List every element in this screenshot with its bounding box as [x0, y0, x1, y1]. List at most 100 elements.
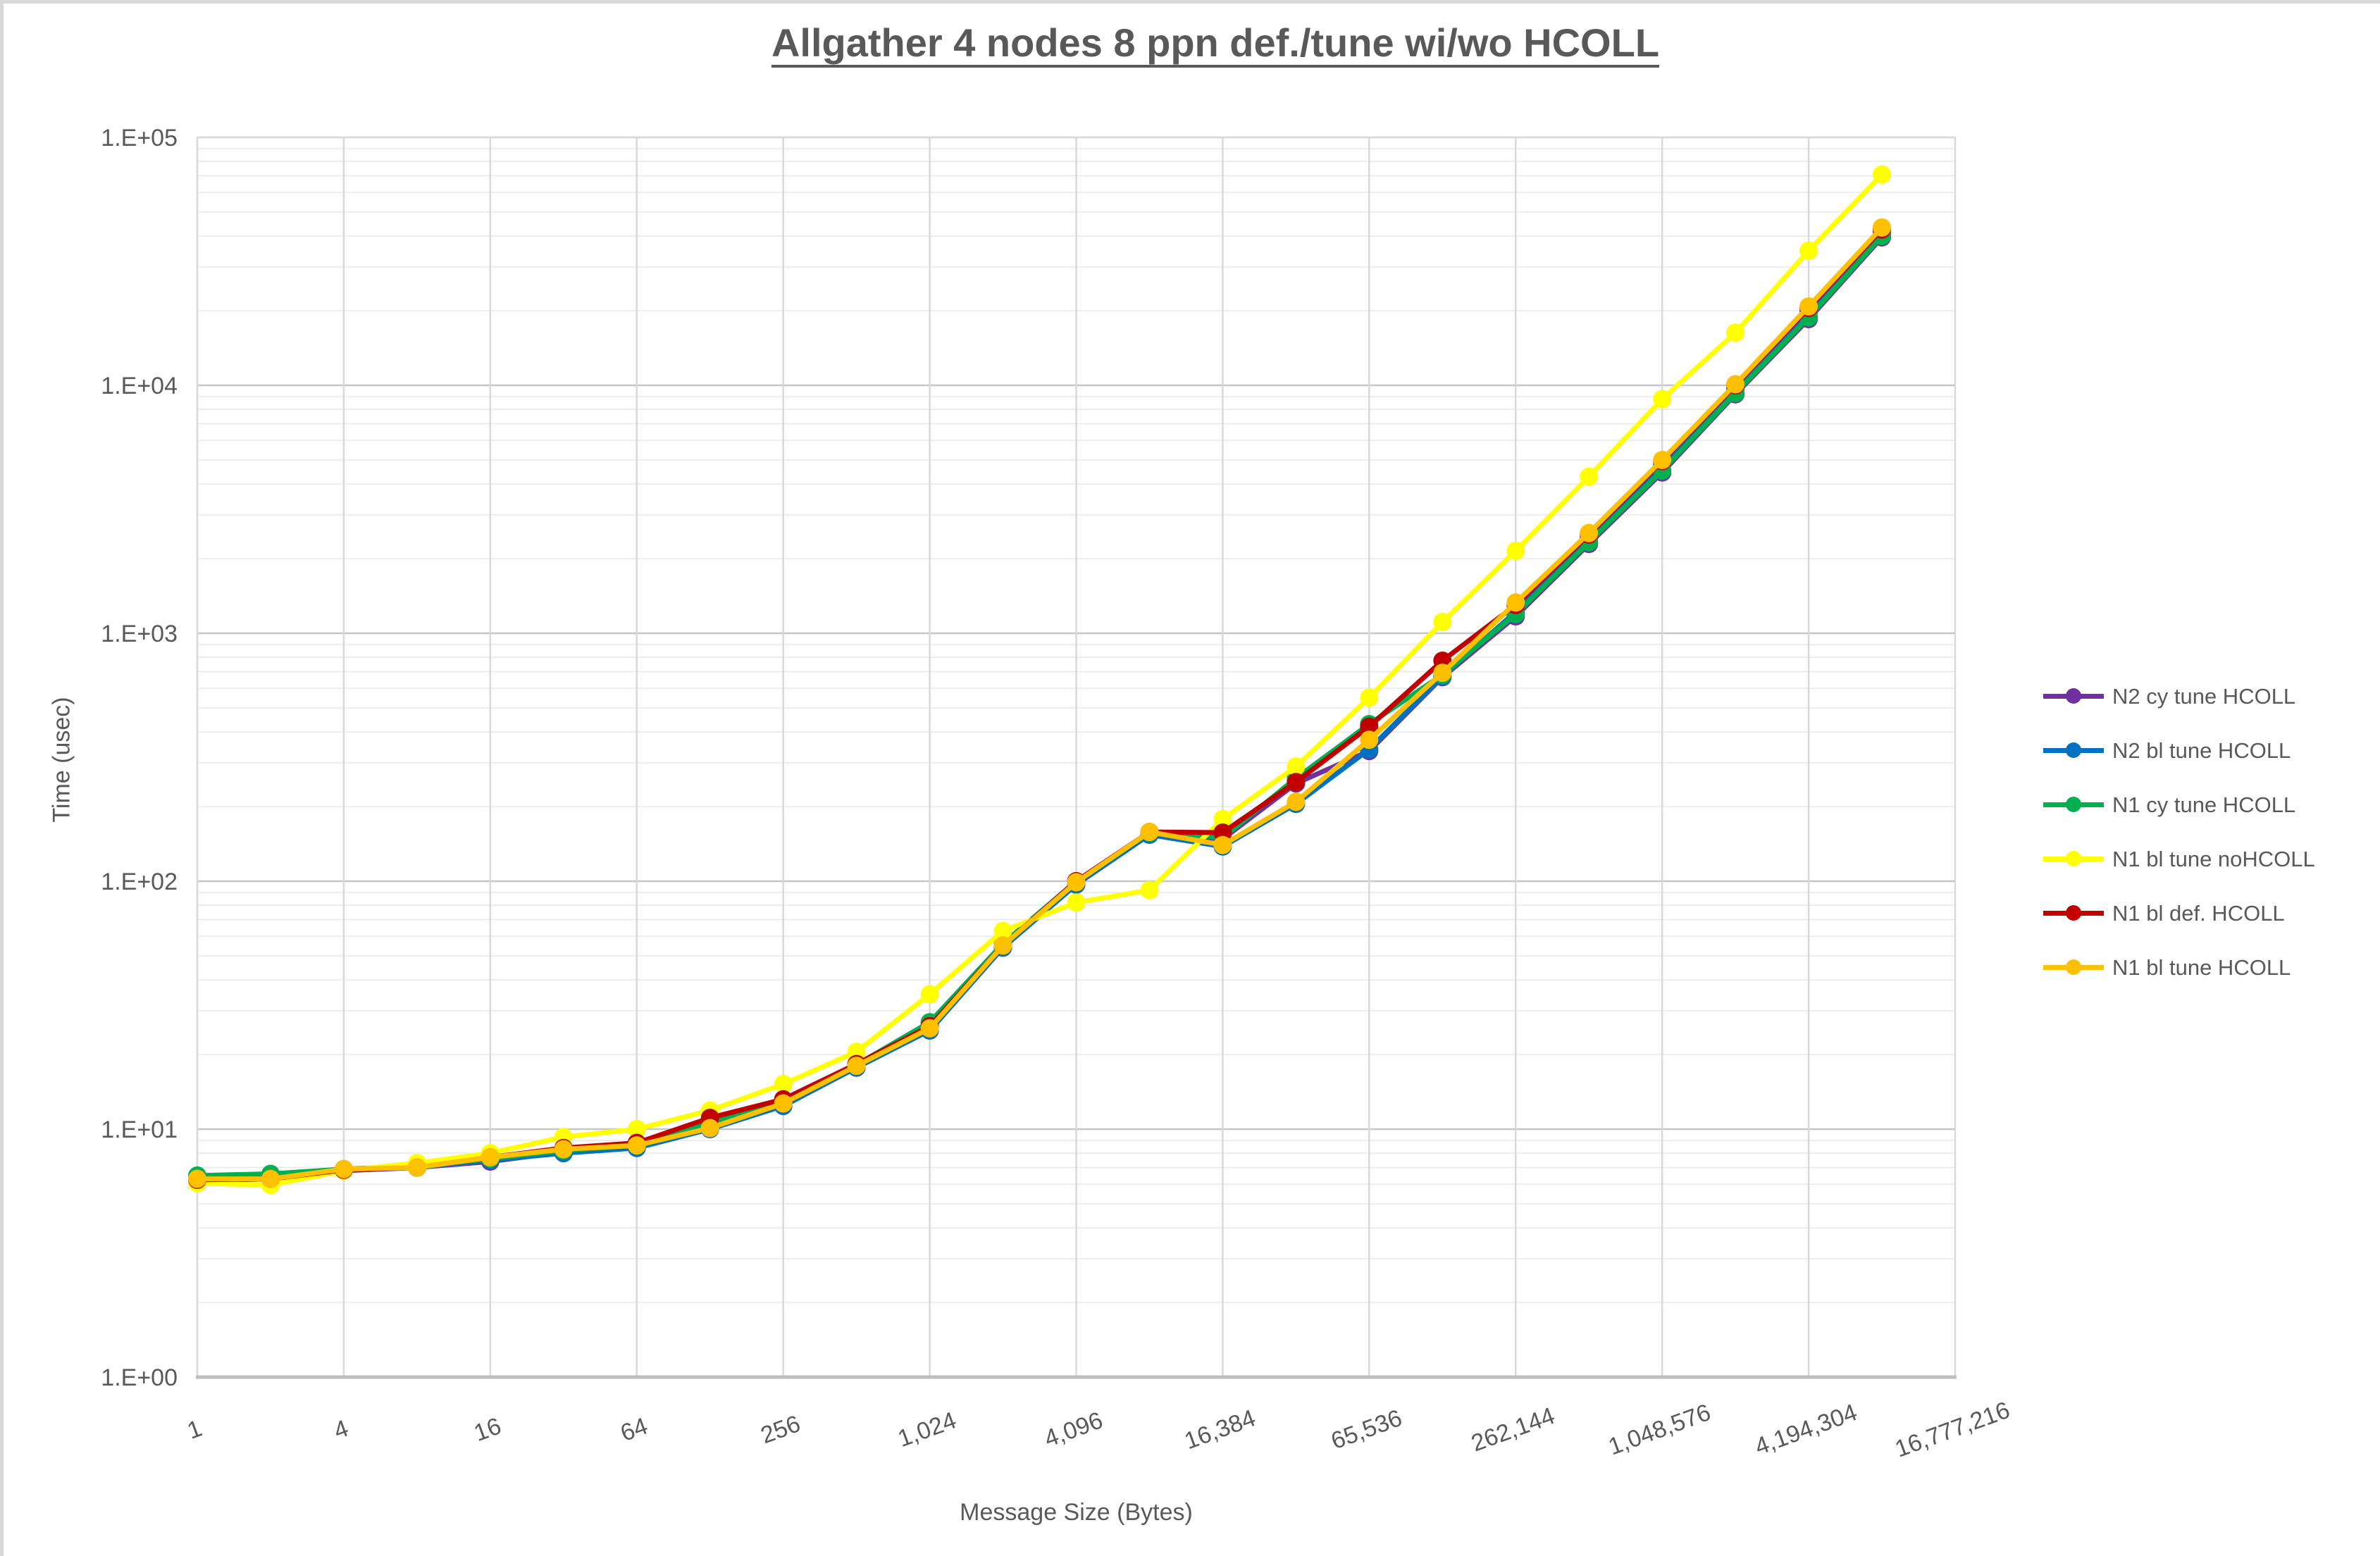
data-point — [627, 1120, 646, 1138]
data-point — [1433, 613, 1452, 631]
data-point — [1580, 467, 1599, 486]
data-point — [1287, 757, 1306, 776]
data-point — [1506, 542, 1525, 560]
legend-item-n1-cy-tune-hcoll: N1 cy tune HCOLL — [2043, 778, 2374, 832]
data-point — [1360, 688, 1379, 707]
data-point — [1873, 165, 1891, 184]
data-point — [1580, 523, 1599, 542]
legend-marker-icon — [2043, 959, 2104, 975]
data-point — [920, 985, 939, 1004]
x-axis-tick-labels: 1 4 16 64 256 1,024 4,096 16,384 65,536 262,144 1,… — [184, 1397, 2014, 1463]
data-point — [188, 1169, 206, 1188]
legend-label: N1 bl def. HCOLL — [2112, 900, 2285, 926]
data-point — [261, 1169, 280, 1188]
data-point — [1799, 297, 1818, 316]
series-line — [194, 227, 1885, 1183]
legend-label: N1 bl tune noHCOLL — [2112, 846, 2315, 871]
data-point — [1799, 241, 1818, 260]
series-line — [194, 225, 1885, 1182]
x-tick-label: 4,194,304 — [1752, 1399, 1861, 1460]
data-point — [334, 1159, 353, 1178]
gridlines-vertical — [196, 137, 1957, 1377]
x-tick-label: 16,384 — [1181, 1405, 1259, 1455]
y-tick-label: 1.E+02 — [101, 869, 178, 895]
data-point — [993, 936, 1012, 955]
data-point — [1653, 451, 1672, 469]
data-point — [1360, 730, 1379, 749]
legend-item-n2-cy-tune-hcoll: N2 cy tune HCOLL — [2043, 669, 2374, 723]
data-point — [1213, 809, 1232, 828]
data-point — [481, 1148, 500, 1166]
y-axis-tick-labels: 1.E+00 1.E+01 1.E+02 1.E+03 1.E+04 1.E+05 — [101, 125, 178, 1391]
data-point — [1287, 792, 1306, 811]
data-point — [700, 1119, 719, 1138]
series-line — [194, 233, 1885, 1178]
legend-item-n2-bl-tune-hcoll: N2 bl tune HCOLL — [2043, 723, 2374, 778]
y-tick-label: 1.E+03 — [101, 621, 178, 647]
series-n1-bl-def-hcoll — [188, 220, 1891, 1189]
data-point — [1067, 893, 1086, 912]
x-tick-label: 1 — [184, 1415, 206, 1445]
legend-marker-icon — [2043, 797, 2104, 812]
data-point — [407, 1158, 426, 1177]
legend-label: N1 cy tune HCOLL — [2112, 792, 2296, 817]
legend-marker-icon — [2043, 742, 2104, 758]
data-point — [627, 1136, 646, 1155]
data-point — [920, 1019, 939, 1038]
series-n1-bl-tune-nohcoll — [188, 165, 1891, 1195]
x-tick-label: 256 — [757, 1410, 804, 1449]
data-point — [1506, 593, 1525, 612]
data-point — [847, 1057, 866, 1076]
legend-marker-icon — [2043, 688, 2104, 704]
y-tick-label: 1.E+00 — [101, 1364, 178, 1391]
x-tick-label: 262,144 — [1468, 1402, 1558, 1457]
data-point — [1653, 390, 1672, 409]
window-border-top — [0, 0, 2380, 4]
series-n2-bl-tune-hcoll — [188, 224, 1891, 1190]
window-border-left — [0, 0, 4, 1556]
x-tick-label: 4,096 — [1041, 1407, 1106, 1452]
legend-marker-icon — [2043, 905, 2104, 921]
x-tick-label: 64 — [617, 1412, 652, 1447]
legend: N2 cy tune HCOLL N2 bl tune HCOLL N1 cy … — [2043, 669, 2374, 995]
data-point — [1287, 773, 1306, 792]
x-tick-label: 1,048,576 — [1605, 1399, 1714, 1460]
legend-item-n1-bl-tune-hcoll: N1 bl tune HCOLL — [2043, 940, 2374, 995]
y-tick-label: 1.E+04 — [101, 373, 178, 399]
data-point — [774, 1075, 793, 1093]
data-point — [1726, 323, 1745, 342]
legend-item-n1-bl-tune-nohcoll: N1 bl tune noHCOLL — [2043, 832, 2374, 886]
data-point — [1360, 717, 1379, 736]
data-point — [993, 921, 1012, 940]
series-n1-cy-tune-hcoll — [188, 227, 1891, 1185]
data-point — [1873, 218, 1891, 237]
series-line — [194, 235, 1885, 1183]
legend-marker-icon — [2043, 851, 2104, 866]
y-axis-title: Time (usec) — [48, 697, 75, 823]
chart-title: Allgather 4 nodes 8 ppn def./tune wi/wo … — [771, 20, 1660, 65]
series-n1-bl-tune-hcoll — [188, 218, 1891, 1188]
series-line — [194, 230, 1885, 1183]
x-tick-label: 1,024 — [894, 1407, 960, 1452]
data-point — [554, 1140, 573, 1159]
data-point — [1140, 823, 1159, 842]
x-tick-label: 4 — [330, 1415, 352, 1445]
x-tick-label: 16 — [471, 1412, 505, 1447]
data-point — [774, 1094, 793, 1113]
y-tick-label: 1.E+01 — [101, 1116, 178, 1143]
data-point — [1067, 873, 1086, 892]
x-tick-label: 65,536 — [1327, 1405, 1406, 1455]
legend-item-n1-bl-def-hcoll: N1 bl def. HCOLL — [2043, 886, 2374, 940]
y-tick-label: 1.E+05 — [101, 125, 178, 151]
legend-label: N2 cy tune HCOLL — [2112, 683, 2296, 709]
legend-label: N1 bl tune HCOLL — [2112, 954, 2291, 980]
series-n2-cy-tune-hcoll — [188, 228, 1891, 1190]
data-point — [1213, 835, 1232, 854]
data-point — [1140, 880, 1159, 900]
series-line — [194, 172, 1885, 1188]
data-point — [1433, 664, 1452, 683]
x-axis-title: Message Size (Bytes) — [960, 1499, 1193, 1526]
legend-label: N2 bl tune HCOLL — [2112, 737, 2291, 763]
